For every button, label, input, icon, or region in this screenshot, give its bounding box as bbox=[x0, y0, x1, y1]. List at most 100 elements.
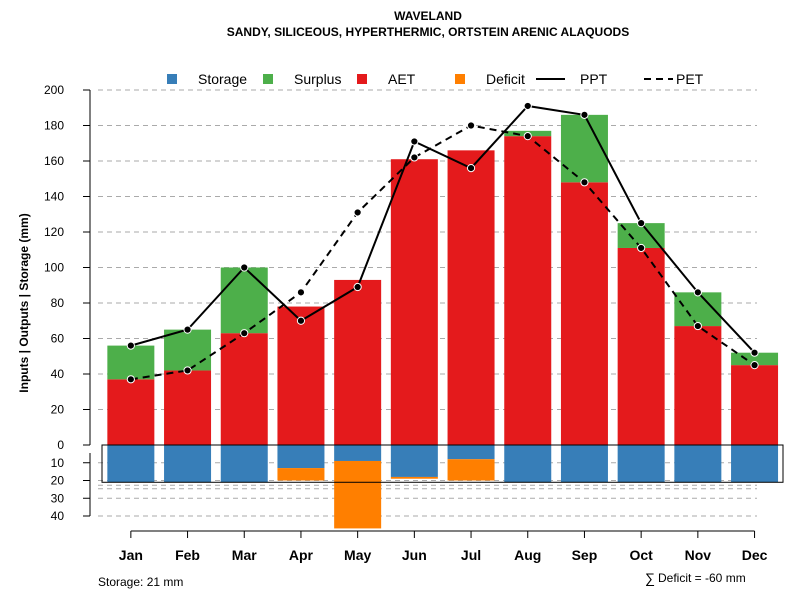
y-tick-label-lower: 20 bbox=[51, 474, 65, 488]
aet-bar-dec bbox=[731, 365, 779, 445]
aet-bar-feb bbox=[164, 370, 212, 445]
legend-swatch-storage bbox=[167, 74, 177, 84]
aet-bar-may bbox=[334, 279, 382, 445]
pet-point-oct bbox=[637, 243, 646, 253]
pet-point-jan bbox=[126, 375, 135, 384]
y-tick-label-upper: 100 bbox=[44, 261, 64, 275]
lines bbox=[126, 101, 759, 384]
aet-bar-nov bbox=[674, 326, 722, 445]
y-tick-label-lower: 30 bbox=[51, 491, 65, 505]
aet-bar-mar bbox=[220, 333, 268, 445]
aet-bar-aug bbox=[504, 136, 552, 445]
pet-point-apr bbox=[296, 288, 306, 297]
aet-bar-jan bbox=[107, 379, 155, 445]
surplus-bar-feb bbox=[164, 329, 212, 371]
storage-bar-sep bbox=[560, 445, 608, 483]
chart-subtitle: SANDY, SILICEOUS, HYPERTHERMIC, ORTSTEIN… bbox=[227, 25, 629, 39]
bars bbox=[101, 114, 784, 529]
pet-point-mar bbox=[240, 329, 249, 338]
storage-bar-may bbox=[334, 445, 382, 461]
legend-swatch-deficit bbox=[455, 74, 465, 84]
ppt-point-jan bbox=[126, 341, 135, 350]
y-tick-label-upper: 40 bbox=[51, 367, 65, 381]
legend-swatch-aet bbox=[357, 74, 367, 84]
ppt-point-mar bbox=[240, 263, 249, 272]
aet-bar-jun bbox=[390, 159, 438, 445]
legend-label-pet: PET bbox=[676, 71, 704, 87]
y-tick-label-upper: 140 bbox=[44, 190, 64, 204]
ppt-point-jun bbox=[410, 137, 419, 146]
legend-label-aet: AET bbox=[388, 71, 416, 87]
legend-label-storage: Storage bbox=[198, 71, 247, 87]
legend-label-ppt: PPT bbox=[580, 71, 608, 87]
legend: Storage Surplus AET Deficit PPT PET bbox=[167, 71, 704, 87]
x-tick-label-oct: Oct bbox=[629, 547, 653, 563]
storage-bar-dec bbox=[731, 445, 779, 483]
storage-bar-mar bbox=[220, 445, 268, 483]
surplus-bar-jan bbox=[107, 345, 155, 380]
storage-bar-oct bbox=[617, 445, 665, 483]
deficit-bar-may bbox=[334, 460, 382, 529]
legend-swatch-surplus bbox=[263, 74, 273, 84]
x-tick-label-apr: Apr bbox=[289, 547, 314, 563]
deficit-total-note: Deficit = -60 mm bbox=[658, 571, 746, 585]
x-tick-label-nov: Nov bbox=[685, 547, 712, 563]
storage-bar-jun bbox=[390, 445, 438, 477]
pet-point-dec bbox=[750, 361, 759, 370]
aet-bar-oct bbox=[617, 247, 665, 445]
pet-line bbox=[130, 124, 756, 381]
pet-point-sep bbox=[580, 178, 589, 187]
deficit-bar-jul bbox=[447, 459, 495, 481]
storage-bar-nov bbox=[674, 445, 722, 483]
x-tick-label-may: May bbox=[344, 547, 371, 563]
storage-bar-aug bbox=[504, 445, 552, 483]
y-tick-label-upper: 180 bbox=[44, 119, 64, 133]
ppt-point-apr bbox=[296, 316, 306, 325]
ppt-point-aug bbox=[523, 101, 532, 111]
pet-point-jul bbox=[466, 121, 476, 130]
x-tick-label-mar: Mar bbox=[232, 547, 257, 563]
ppt-point-dec bbox=[750, 348, 759, 357]
y-tick-label-upper: 20 bbox=[51, 403, 65, 417]
x-tick-label-aug: Aug bbox=[514, 547, 541, 563]
y-tick-label-upper: 60 bbox=[51, 332, 65, 346]
storage-capacity-note: Storage: 21 mm bbox=[98, 575, 183, 589]
chart-title: WAVELAND bbox=[394, 9, 462, 23]
pet-point-nov bbox=[693, 321, 702, 331]
aet-bar-apr bbox=[277, 306, 325, 445]
y-tick-label-lower: 10 bbox=[51, 456, 65, 470]
surplus-bar-dec bbox=[731, 352, 779, 366]
storage-bar-jan bbox=[107, 445, 155, 483]
legend-label-surplus: Surplus bbox=[294, 71, 341, 87]
y-tick-label-lower: 40 bbox=[51, 509, 65, 523]
surplus-bar-oct bbox=[617, 223, 665, 248]
y-tick-label-upper: 80 bbox=[51, 296, 65, 310]
ppt-point-sep bbox=[580, 110, 589, 119]
y-tick-label-upper: 160 bbox=[44, 154, 64, 168]
ppt-point-jul bbox=[466, 164, 476, 173]
deficit-sum-symbol: ∑ bbox=[645, 570, 655, 586]
x-tick-label-jun: Jun bbox=[402, 547, 427, 563]
storage-bar-jul bbox=[447, 445, 495, 460]
pet-point-may bbox=[353, 208, 362, 217]
ppt-point-oct bbox=[637, 219, 646, 228]
y-axis-label: Inputs | Outputs | Storage (mm) bbox=[17, 213, 31, 392]
ppt-line bbox=[130, 104, 756, 354]
x-tick-label-dec: Dec bbox=[742, 547, 768, 563]
surplus-bar-sep bbox=[560, 114, 608, 183]
surplus-bar-mar bbox=[220, 267, 268, 334]
x-tick-label-jan: Jan bbox=[119, 547, 143, 563]
aet-bar-sep bbox=[560, 182, 608, 446]
storage-bar-apr bbox=[277, 445, 325, 469]
y-tick-label-upper: 200 bbox=[44, 83, 64, 97]
aet-bar-jul bbox=[447, 150, 495, 445]
deficit-bar-apr bbox=[277, 468, 325, 481]
y-tick-label-upper: 120 bbox=[44, 225, 64, 239]
ppt-point-nov bbox=[693, 288, 702, 297]
legend-label-deficit: Deficit bbox=[486, 71, 525, 87]
axes: 0 20 40 60 80 100 120 140 160 180 200 10 20 30 40 Jan Fe… bbox=[44, 83, 768, 563]
storage-bar-feb bbox=[164, 445, 212, 483]
pet-point-jun bbox=[410, 153, 419, 162]
storage-capacity-frame bbox=[101, 444, 784, 483]
